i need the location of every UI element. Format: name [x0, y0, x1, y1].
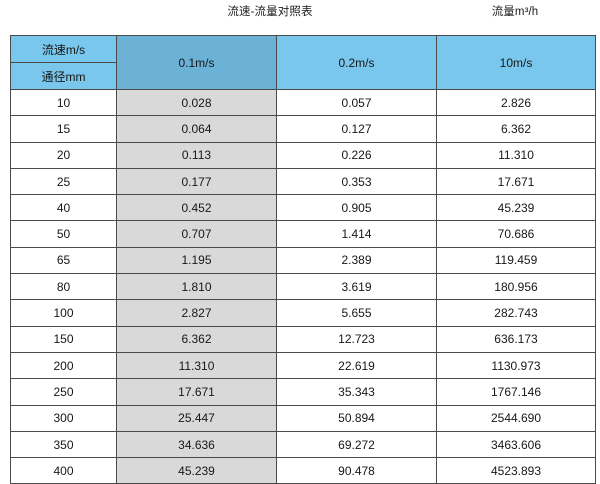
cell-flow-0-2: 0.057 — [276, 88, 437, 117]
cell-flow-0-1: 1.810 — [116, 273, 277, 301]
cell-diameter: 200 — [10, 351, 117, 380]
cell-flow-0-2: 0.905 — [276, 194, 437, 222]
cell-flow-0-1: 45.239 — [116, 457, 277, 484]
cell-diameter: 80 — [10, 273, 117, 301]
cell-flow-0-1: 0.113 — [116, 141, 277, 169]
table-row: 350 34.636 69.272 3463.606 — [10, 430, 596, 459]
cell-flow-0-1: 17.671 — [116, 378, 277, 406]
table-row: 400 45.239 90.478 4523.893 — [10, 457, 596, 484]
cell-flow-0-1: 6.362 — [116, 325, 277, 353]
cell-diameter: 65 — [10, 246, 117, 275]
cell-flow-0-1: 2.827 — [116, 299, 277, 327]
cell-flow-10: 17.671 — [436, 167, 596, 196]
cell-flow-0-2: 69.272 — [276, 430, 437, 459]
cell-flow-0-1: 34.636 — [116, 430, 277, 459]
cell-flow-0-2: 3.619 — [276, 273, 437, 301]
cell-flow-0-1: 0.028 — [116, 88, 277, 117]
cell-flow-0-1: 1.195 — [116, 246, 277, 275]
cell-diameter: 400 — [10, 457, 117, 484]
table-row: 10 0.028 0.057 2.826 — [10, 88, 596, 117]
cell-flow-0-2: 1.414 — [276, 220, 437, 248]
cell-flow-0-1: 0.177 — [116, 167, 277, 196]
cell-flow-10: 282.743 — [436, 299, 596, 327]
titles-row: 流速-流量对照表 流量m³/h — [0, 0, 600, 34]
column-header-velocity-10: 10m/s — [436, 35, 596, 90]
cell-diameter: 40 — [10, 194, 117, 222]
cell-flow-0-2: 2.389 — [276, 246, 437, 275]
cell-flow-0-2: 0.127 — [276, 115, 437, 143]
table-row: 65 1.195 2.389 119.459 — [10, 246, 596, 275]
cell-flow-0-2: 90.478 — [276, 457, 437, 484]
table-row: 25 0.177 0.353 17.671 — [10, 167, 596, 196]
table-row: 50 0.707 1.414 70.686 — [10, 220, 596, 248]
table-row: 80 1.810 3.619 180.956 — [10, 273, 596, 301]
header-corner-velocity-label: 流速m/s — [10, 35, 117, 63]
table-body: 流速m/s 0.1m/s 0.2m/s 10m/s 通径mm 10 0.028 … — [10, 35, 596, 484]
cell-flow-0-2: 22.619 — [276, 351, 437, 380]
table-header-row-bottom: 通径mm — [10, 62, 596, 90]
cell-diameter: 350 — [10, 430, 117, 459]
cell-flow-0-1: 0.452 — [116, 194, 277, 222]
cell-diameter: 150 — [10, 325, 117, 353]
cell-flow-10: 70.686 — [436, 220, 596, 248]
cell-flow-10: 636.173 — [436, 325, 596, 353]
cell-flow-0-1: 0.064 — [116, 115, 277, 143]
flow-rate-table: 流速m/s 0.1m/s 0.2m/s 10m/s 通径mm 10 0.028 … — [10, 35, 596, 484]
cell-flow-10: 4523.893 — [436, 457, 596, 484]
page-title: 流速-流量对照表 — [227, 6, 313, 18]
cell-flow-0-1: 25.447 — [116, 404, 277, 432]
cell-diameter: 300 — [10, 404, 117, 432]
cell-flow-10: 11.310 — [436, 141, 596, 169]
cell-flow-0-2: 0.226 — [276, 141, 437, 169]
cell-flow-0-2: 0.353 — [276, 167, 437, 196]
cell-diameter: 20 — [10, 141, 117, 169]
cell-flow-0-2: 5.655 — [276, 299, 437, 327]
cell-flow-10: 1130.973 — [436, 351, 596, 380]
cell-diameter: 100 — [10, 299, 117, 327]
cell-flow-10: 1767.146 — [436, 378, 596, 406]
cell-diameter: 15 — [10, 115, 117, 143]
table-row: 300 25.447 50.894 2544.690 — [10, 404, 596, 432]
table-row: 100 2.827 5.655 282.743 — [10, 299, 596, 327]
flow-rate-table-container: 流速m/s 0.1m/s 0.2m/s 10m/s 通径mm 10 0.028 … — [10, 35, 596, 484]
cell-flow-0-1: 0.707 — [116, 220, 277, 248]
cell-flow-10: 2544.690 — [436, 404, 596, 432]
table-row: 250 17.671 35.343 1767.146 — [10, 378, 596, 406]
cell-flow-10: 45.239 — [436, 194, 596, 222]
cell-flow-0-2: 50.894 — [276, 404, 437, 432]
cell-flow-10: 2.826 — [436, 88, 596, 117]
column-header-velocity-0-2: 0.2m/s — [276, 35, 437, 90]
cell-diameter: 10 — [10, 88, 117, 117]
header-corner-diameter-label: 通径mm — [10, 62, 117, 90]
cell-diameter: 250 — [10, 378, 117, 406]
table-row: 20 0.113 0.226 11.310 — [10, 141, 596, 169]
table-row: 200 11.310 22.619 1130.973 — [10, 351, 596, 380]
cell-diameter: 50 — [10, 220, 117, 248]
table-row: 150 6.362 12.723 636.173 — [10, 325, 596, 353]
cell-flow-0-2: 35.343 — [276, 378, 437, 406]
cell-flow-0-1: 11.310 — [116, 351, 277, 380]
cell-flow-0-2: 12.723 — [276, 325, 437, 353]
cell-flow-10: 3463.606 — [436, 430, 596, 459]
unit-title: 流量m³/h — [491, 6, 539, 18]
column-header-velocity-0-1: 0.1m/s — [116, 35, 277, 90]
table-row: 15 0.064 0.127 6.362 — [10, 115, 596, 143]
cell-flow-10: 6.362 — [436, 115, 596, 143]
cell-diameter: 25 — [10, 167, 117, 196]
table-row: 40 0.452 0.905 45.239 — [10, 194, 596, 222]
cell-flow-10: 119.459 — [436, 246, 596, 275]
table-header-row-top: 流速m/s 0.1m/s 0.2m/s 10m/s — [10, 35, 596, 90]
cell-flow-10: 180.956 — [436, 273, 596, 301]
